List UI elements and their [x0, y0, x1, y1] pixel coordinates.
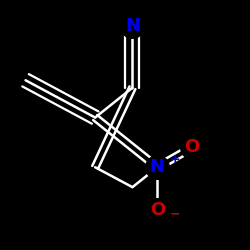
Text: O: O: [184, 138, 200, 156]
Text: −: −: [170, 208, 180, 221]
Text: O: O: [150, 200, 165, 218]
Text: N: N: [150, 158, 165, 176]
Text: +: +: [170, 153, 180, 166]
Text: N: N: [125, 16, 140, 34]
